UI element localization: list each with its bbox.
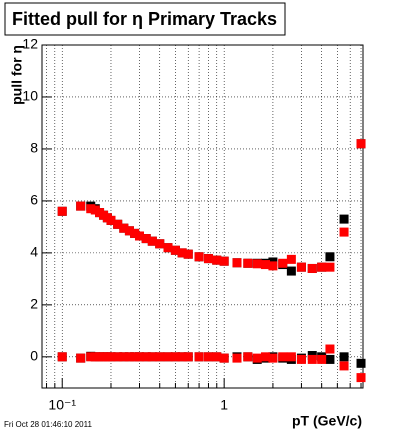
y-tick-label: 6: [30, 192, 38, 208]
marker: [194, 352, 204, 362]
marker: [141, 234, 151, 244]
chart-title: Fitted pull for η Primary Tracks: [12, 9, 277, 29]
marker: [307, 354, 317, 364]
marker: [232, 258, 242, 268]
marker: [325, 252, 335, 262]
marker: [252, 259, 262, 269]
marker: [106, 215, 116, 225]
marker: [356, 139, 366, 149]
marker: [177, 248, 187, 258]
marker: [141, 352, 151, 362]
marker: [163, 243, 173, 253]
marker: [119, 352, 129, 362]
marker: [113, 219, 123, 229]
marker: [57, 206, 67, 216]
marker: [212, 255, 222, 265]
marker: [106, 352, 116, 362]
marker: [243, 352, 253, 362]
marker: [296, 262, 306, 272]
y-tick-label: 2: [30, 296, 38, 312]
marker: [278, 258, 288, 268]
marker: [134, 231, 144, 241]
marker: [183, 249, 193, 259]
x-tick-label: 10⁻¹: [48, 397, 76, 413]
marker: [286, 254, 296, 264]
marker: [339, 352, 349, 362]
marker: [339, 214, 349, 224]
marker: [155, 352, 165, 362]
marker: [219, 353, 229, 363]
y-tick-label: 12: [22, 36, 38, 52]
y-axis-label: pull for η: [9, 45, 25, 105]
marker: [124, 352, 134, 362]
marker: [203, 352, 213, 362]
marker: [212, 352, 222, 362]
footer: Fri Oct 28 01:46:10 2011: [4, 420, 92, 429]
marker: [252, 353, 262, 363]
marker: [268, 353, 278, 363]
marker: [194, 252, 204, 262]
marker: [124, 226, 134, 236]
y-tick-label: 8: [30, 140, 38, 156]
marker: [325, 354, 335, 364]
title-box: [4, 2, 286, 36]
marker: [317, 354, 327, 364]
marker: [130, 228, 140, 238]
marker: [86, 352, 96, 362]
marker: [170, 352, 180, 362]
marker: [130, 352, 140, 362]
marker: [86, 204, 96, 214]
marker: [268, 261, 278, 271]
y-tick-label: 0: [30, 348, 38, 364]
marker: [177, 352, 187, 362]
marker: [76, 353, 86, 363]
marker: [155, 239, 165, 249]
y-tick-label: 10: [22, 88, 38, 104]
marker: [134, 352, 144, 362]
marker: [286, 352, 296, 362]
x-axis-label: pT (GeV/c): [292, 413, 362, 429]
marker: [76, 201, 86, 211]
marker: [261, 352, 271, 362]
marker: [147, 236, 157, 246]
marker: [339, 227, 349, 237]
marker: [57, 352, 67, 362]
marker: [119, 223, 129, 233]
marker: [339, 361, 349, 371]
marker: [317, 262, 327, 272]
marker: [232, 353, 242, 363]
marker: [147, 352, 157, 362]
marker: [170, 245, 180, 255]
marker: [243, 258, 253, 268]
marker: [203, 254, 213, 264]
marker: [325, 262, 335, 272]
marker: [183, 352, 193, 362]
x-tick-label: 1: [220, 397, 228, 413]
marker: [113, 352, 123, 362]
marker: [296, 354, 306, 364]
marker: [356, 373, 366, 383]
marker: [261, 260, 271, 270]
marker: [307, 263, 317, 273]
plot-frame: [41, 44, 364, 389]
marker: [325, 344, 335, 354]
marker: [219, 256, 229, 266]
marker: [278, 352, 288, 362]
marker: [356, 358, 366, 368]
y-tick-label: 4: [30, 244, 38, 260]
marker: [286, 266, 296, 276]
marker: [163, 352, 173, 362]
